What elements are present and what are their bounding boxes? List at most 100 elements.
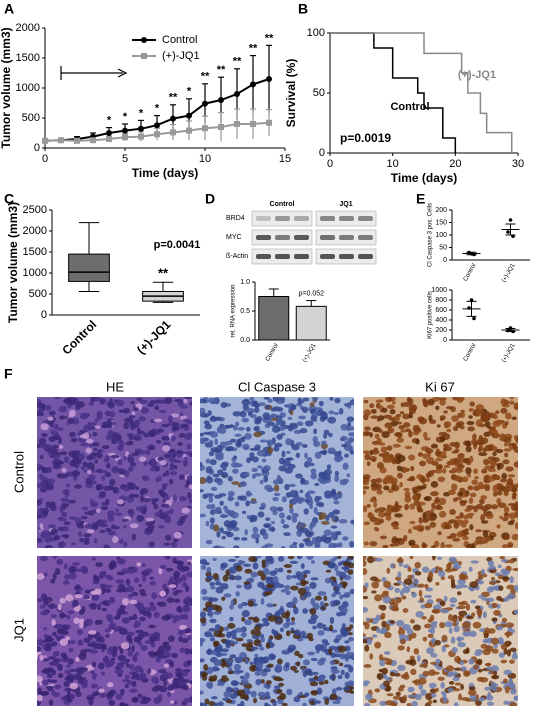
nucleus: [494, 419, 503, 426]
nucleus: [260, 597, 265, 605]
nucleus: [423, 497, 430, 501]
nucleus: [209, 637, 216, 642]
nucleus: [403, 578, 413, 585]
nucleus: [162, 642, 168, 649]
nucleus: [511, 416, 517, 420]
nucleus: [344, 645, 351, 652]
nucleus: [350, 401, 354, 405]
nucleus: [88, 630, 97, 635]
nucleus: [475, 700, 482, 706]
nucleus: [140, 672, 147, 681]
y-tick-label: 1.0: [240, 279, 250, 286]
nucleus: [226, 445, 234, 452]
point: [508, 218, 513, 222]
nucleus: [79, 537, 85, 543]
nucleus: [273, 446, 280, 452]
nucleus: [44, 642, 53, 648]
nucleus: [363, 680, 371, 685]
nucleus: [272, 700, 277, 706]
nucleus: [69, 682, 78, 690]
nucleus: [161, 483, 169, 487]
y-tick-label: 400: [435, 317, 447, 324]
nucleus: [439, 435, 446, 443]
nucleus: [431, 461, 439, 466]
nucleus: [142, 497, 151, 503]
nucleus: [492, 457, 500, 463]
nucleus: [443, 410, 448, 414]
nucleus: [366, 461, 371, 467]
nucleus: [255, 417, 261, 424]
nucleus: [298, 654, 304, 659]
nucleus: [297, 397, 303, 405]
nucleus: [289, 560, 298, 565]
nucleus: [293, 669, 299, 673]
nucleus: [508, 558, 515, 564]
nucleus: [119, 648, 124, 655]
nucleus: [348, 665, 354, 673]
nucleus: [309, 408, 317, 415]
nucleus: [112, 645, 118, 654]
nucleus: [421, 477, 426, 484]
nucleus: [44, 596, 53, 604]
nucleus: [62, 630, 69, 635]
nucleus: [402, 564, 410, 569]
nucleus: [441, 634, 448, 642]
nucleus: [105, 455, 110, 462]
nucleus: [364, 426, 371, 431]
blot-band: [320, 254, 335, 259]
nucleus: [181, 507, 190, 514]
nucleus: [38, 507, 45, 512]
nucleus: [509, 397, 515, 400]
nucleus: [422, 453, 428, 459]
blot-band: [294, 235, 309, 240]
nucleus: [214, 659, 223, 666]
nucleus: [46, 603, 51, 608]
nucleus: [285, 590, 291, 596]
nucleus: [440, 542, 446, 548]
nucleus: [265, 517, 271, 521]
nucleus: [187, 505, 192, 509]
nucleus: [363, 541, 369, 546]
nucleus: [205, 539, 213, 545]
nucleus: [385, 676, 392, 682]
nucleus: [397, 472, 403, 479]
nucleus: [169, 576, 174, 584]
nucleus: [389, 543, 396, 547]
nucleus: [499, 435, 507, 439]
nucleus: [469, 694, 477, 701]
nucleus: [400, 674, 408, 679]
nucleus: [101, 502, 106, 506]
nucleus: [134, 620, 141, 628]
nucleus: [380, 604, 387, 611]
nucleus: [487, 560, 495, 567]
nucleus: [477, 668, 483, 673]
nucleus: [476, 658, 483, 665]
nucleus: [448, 489, 456, 496]
nucleus: [403, 422, 411, 428]
nucleus: [411, 701, 418, 706]
nucleus: [42, 420, 49, 424]
nucleus: [39, 513, 47, 519]
y-tick-label: 600: [435, 307, 447, 314]
point: [218, 124, 224, 130]
nucleus: [478, 446, 482, 453]
nucleus: [59, 597, 66, 604]
nucleus: [165, 470, 170, 477]
nucleus: [246, 638, 253, 643]
nucleus: [302, 608, 308, 614]
nucleus: [174, 560, 183, 565]
nucleus: [281, 496, 287, 503]
nucleus: [466, 615, 474, 620]
nucleus: [402, 466, 407, 474]
nucleus: [512, 492, 517, 499]
nucleus: [112, 487, 118, 494]
nucleus: [168, 415, 173, 423]
nucleus: [209, 517, 215, 524]
nucleus: [475, 404, 484, 411]
nucleus: [241, 510, 247, 514]
nucleus: [183, 397, 192, 400]
nucleus: [491, 617, 498, 622]
treatment-arrow: [117, 68, 128, 78]
nucleus: [378, 518, 385, 524]
nucleus: [466, 505, 475, 510]
